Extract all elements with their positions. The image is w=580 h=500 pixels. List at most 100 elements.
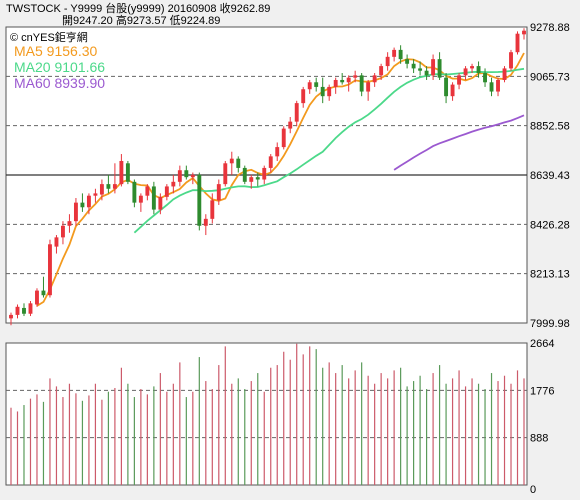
candle — [353, 70, 358, 83]
candle — [9, 312, 13, 326]
volume-tick-label: 888 — [530, 433, 548, 445]
volume-tick-label: 0 — [530, 484, 536, 496]
price-tick-label: 8852.58 — [530, 121, 570, 133]
candle — [184, 165, 189, 180]
candle — [41, 276, 46, 298]
candle — [158, 193, 163, 215]
candle — [229, 151, 234, 175]
candle — [216, 179, 221, 205]
candle — [48, 239, 52, 298]
candle — [496, 77, 500, 97]
candle — [67, 214, 72, 233]
candle — [223, 160, 228, 187]
candle — [411, 59, 416, 74]
candle — [132, 179, 137, 208]
candle — [444, 73, 449, 104]
candle — [151, 181, 156, 215]
candle — [171, 174, 176, 194]
candle — [61, 221, 65, 245]
candle — [502, 66, 507, 83]
price-tick-label: 7999.98 — [530, 318, 570, 330]
candle — [515, 31, 520, 55]
candle — [314, 77, 319, 92]
ma20-label: MA20 9101.66 — [14, 59, 105, 75]
candle — [203, 214, 208, 236]
candle — [145, 184, 150, 201]
candle — [275, 142, 280, 161]
candle — [301, 86, 306, 108]
candle — [333, 77, 338, 94]
candle — [379, 63, 384, 80]
candlesticks — [9, 28, 526, 326]
candle — [236, 156, 241, 173]
header-line1: TWSTOCK - Y9999 台股(y9999) 20160908 收9262… — [6, 1, 270, 15]
volume-panel — [5, 342, 528, 486]
ma60-line — [393, 114, 525, 171]
candle — [281, 126, 286, 150]
candle — [483, 68, 487, 87]
ma5-line — [36, 52, 525, 307]
candle — [190, 172, 195, 185]
candle — [210, 193, 215, 224]
candle — [54, 235, 59, 254]
candle — [470, 63, 474, 74]
price-tick-label: 8213.13 — [530, 269, 570, 281]
price-tick-label: 8639.43 — [530, 170, 570, 182]
candle — [249, 174, 254, 189]
candle — [372, 73, 377, 87]
price-axis: 7999.98 8213.13 8426.28 8639.43 8852.58 9065.… — [530, 22, 570, 330]
candle — [177, 165, 182, 187]
candle — [268, 154, 273, 173]
candle — [294, 100, 299, 127]
candle — [288, 117, 293, 134]
candle — [119, 154, 124, 187]
candle — [463, 66, 468, 80]
volume-tick-label: 1776 — [530, 385, 554, 397]
candle — [28, 301, 33, 317]
candle — [346, 75, 351, 92]
candle — [366, 79, 371, 101]
volume-bars — [10, 343, 525, 485]
candle — [405, 54, 410, 69]
candle — [424, 66, 429, 80]
price-tick-label: 9065.73 — [530, 71, 570, 83]
candle — [138, 193, 143, 212]
candle — [385, 52, 390, 71]
candle — [359, 73, 364, 97]
candle — [340, 73, 345, 85]
candle — [86, 193, 91, 215]
candle — [99, 179, 104, 201]
candle — [93, 188, 98, 203]
ma60-label: MA60 8939.90 — [14, 75, 105, 91]
candle — [80, 193, 85, 212]
candle — [73, 198, 78, 226]
candle — [327, 84, 332, 101]
candle — [489, 77, 494, 97]
candle — [164, 184, 169, 201]
candle — [437, 52, 442, 80]
candle — [522, 28, 526, 40]
candle — [418, 61, 423, 76]
candle — [112, 163, 117, 194]
candle — [509, 49, 513, 71]
candle — [431, 54, 436, 80]
candle — [320, 77, 325, 104]
candle — [457, 73, 462, 90]
volume-axis: 0 888 1776 2664 — [530, 338, 554, 496]
candle — [255, 172, 260, 187]
ma5-label: MA5 9156.30 — [14, 43, 97, 59]
volume-tick-label: 2664 — [530, 338, 554, 350]
price-tick-label: 8426.28 — [530, 219, 570, 231]
candle — [106, 174, 111, 194]
candle — [476, 61, 481, 78]
candle — [262, 165, 267, 185]
price-tick-label: 9278.88 — [530, 22, 570, 34]
candle — [125, 160, 130, 185]
candle — [242, 165, 247, 185]
candle — [307, 79, 312, 94]
candle — [15, 304, 20, 319]
candle — [450, 82, 455, 101]
candle — [22, 303, 26, 317]
candle — [392, 47, 397, 62]
